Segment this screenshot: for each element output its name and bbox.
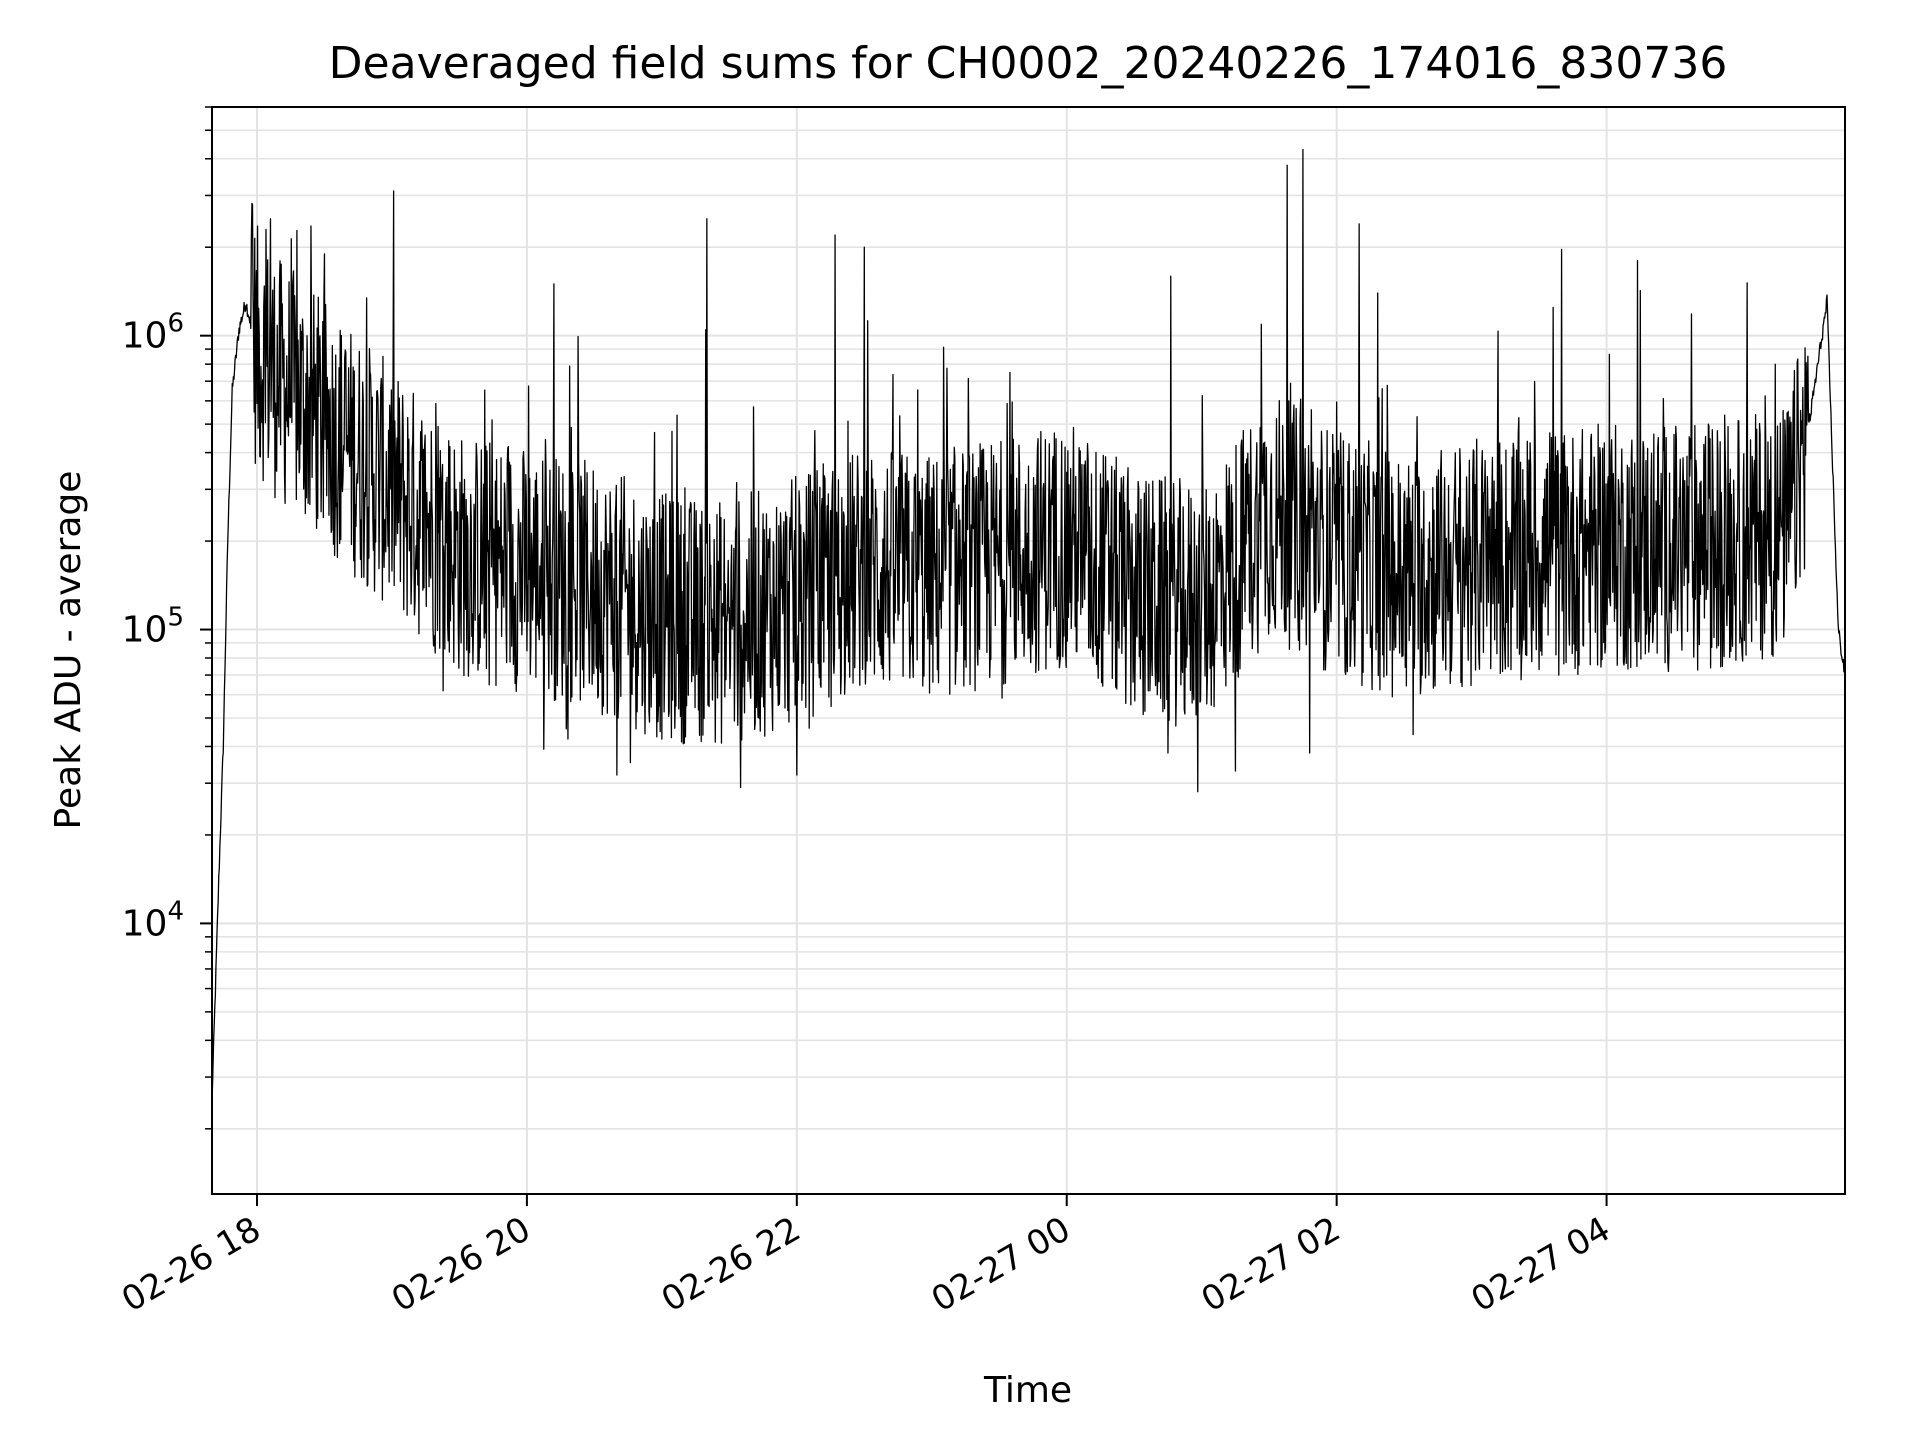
x-axis-label: Time (983, 1370, 1072, 1411)
grid (212, 106, 1845, 1194)
y-tick-label: 106 (122, 309, 184, 357)
x-tick-label: 02-26 22 (655, 1209, 807, 1320)
data-series (211, 148, 1846, 1099)
y-axis-label: Peak ADU - average (48, 471, 89, 830)
series-line (211, 148, 1846, 1099)
chart-title: Deaveraged field sums for CH0002_2024022… (329, 38, 1728, 89)
plot-frame (211, 106, 1846, 1195)
y-tick-label: 105 (122, 603, 184, 651)
x-tick-label: 02-27 02 (1195, 1209, 1347, 1320)
x-tick-label: 02-27 04 (1465, 1209, 1617, 1320)
x-tick-label: 02-27 00 (925, 1209, 1077, 1320)
y-tick-label: 104 (122, 896, 184, 944)
x-tick-label: 02-26 18 (115, 1209, 267, 1320)
x-tick-label: 02-26 20 (385, 1209, 537, 1320)
y-axis: 104 105 106 (122, 106, 212, 1130)
x-axis: 02-26 18 02-26 20 02-26 22 02-27 00 02-27 02… (115, 1194, 1617, 1320)
